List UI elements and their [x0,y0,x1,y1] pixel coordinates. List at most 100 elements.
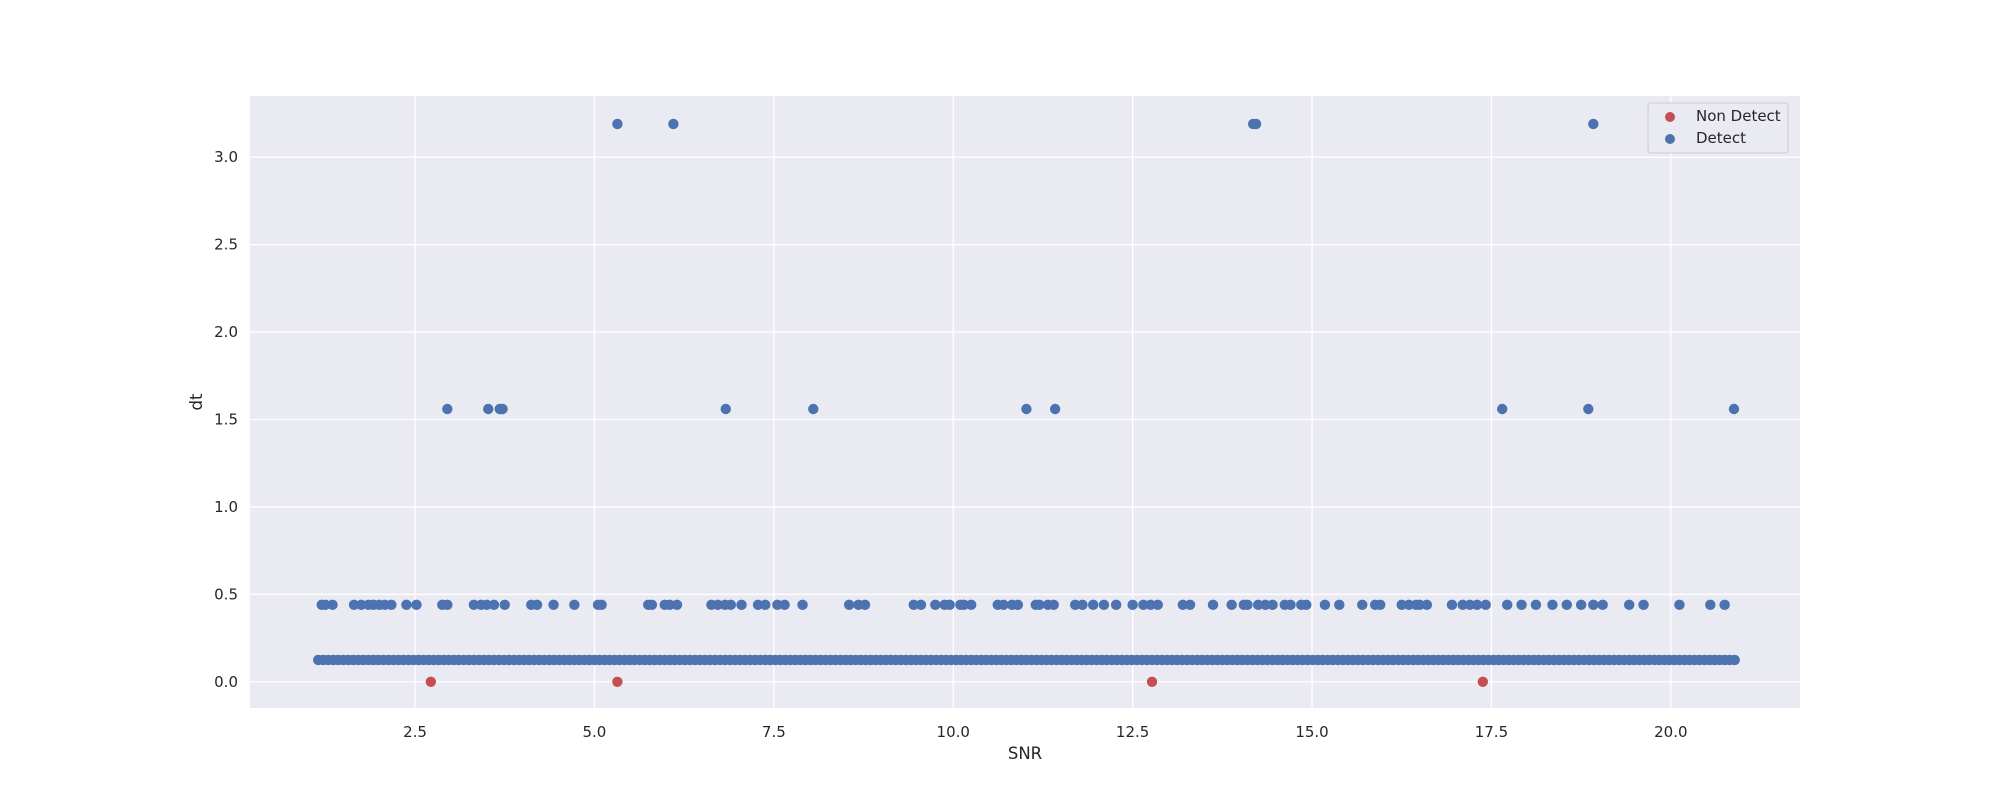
non-detect-point [425,676,437,687]
detect-point [327,599,338,611]
detect-point [1021,403,1032,415]
detect-point [808,403,819,415]
detect-point [1357,599,1368,611]
detect-point [1207,599,1219,611]
detect-point [1049,403,1061,415]
detect-point [1250,118,1262,130]
detect-point [1267,599,1278,611]
detect-point [468,599,480,611]
detect-point [386,599,397,611]
detect-point [797,599,808,611]
detect-point [843,599,855,611]
detect-point [569,599,580,611]
detect-point [1226,599,1237,611]
detect-point [1034,599,1045,611]
y-tick-label: 1.0 [214,498,238,516]
detect-point [668,118,679,130]
x-tick-label: 20.0 [1654,723,1687,741]
detect-point [348,599,360,611]
detect-point [356,599,367,611]
x-tick-label: 10.0 [937,723,970,741]
detect-point [1285,599,1296,611]
detect-point [752,599,764,611]
detect-point [1583,403,1594,415]
detect-point [1516,599,1527,611]
x-axis-label: SNR [1008,744,1042,763]
detect-point [915,599,927,611]
detect-point [1098,599,1110,611]
detect-point [1728,403,1740,415]
x-tick-label: 15.0 [1295,723,1328,741]
x-tick-labels: 2.5 5.0 7.5 10.0 12.5 15.0 17.5 20.0 [403,723,1687,741]
detect-point [1547,599,1558,611]
detect-point [725,599,736,611]
detect-point [596,599,607,611]
detect-point [1588,599,1599,611]
detect-point [1561,599,1572,611]
detect-point [612,118,623,130]
legend-label-detect: Detect [1696,129,1746,147]
plot-background [250,96,1800,708]
legend-marker-non-detect [1665,112,1675,122]
detect-point [664,599,675,611]
detect-point [1375,599,1386,611]
detect-point [1077,599,1088,611]
x-tick-label: 5.0 [583,723,607,741]
detect-point [1301,599,1312,611]
detect-point [499,599,510,611]
detect-point [1588,118,1599,130]
y-axis-label: dt [187,393,206,410]
legend-box [1647,102,1789,154]
detect-point [442,403,453,415]
detect-point [712,599,724,611]
detect-point [1177,599,1189,611]
detect-point [736,599,747,611]
detect-point [481,599,493,611]
detect-point [488,599,500,611]
detect-point [1087,599,1099,611]
detect-point [1624,599,1635,611]
detect-point [1719,599,1730,611]
detect-point [1575,599,1587,611]
detect-point [1729,654,1740,666]
detect-point [1674,599,1685,611]
detect-point [1480,599,1491,611]
detect-point [646,599,658,611]
detect-point [760,599,771,611]
detect-point [998,599,1009,611]
detect-point [1403,599,1415,611]
detect-point [1012,599,1024,611]
detect-point [401,599,412,611]
detect-point [1421,599,1433,611]
detect-point [671,599,683,611]
y-tick-label: 2.0 [214,323,238,341]
grid-lines [250,96,1800,708]
detect-point [1496,403,1508,415]
detect-point [720,403,731,415]
detect-point [320,599,331,611]
detect-point [1457,599,1468,611]
x-tick-label: 7.5 [762,723,786,741]
y-tick-label: 0.0 [214,673,238,691]
detect-point [1396,599,1407,611]
legend-marker-detect [1665,134,1675,144]
detect-point [497,403,508,415]
detect-point [1127,599,1138,611]
detect-point [1152,599,1163,611]
y-tick-label: 1.5 [214,410,238,428]
detect-point [1414,599,1425,611]
x-tick-label: 2.5 [403,723,427,741]
detect-point [1446,599,1458,611]
detect-point [944,599,955,611]
detect-point [1253,599,1264,611]
x-tick-label: 12.5 [1116,723,1149,741]
y-tick-label: 2.5 [214,236,238,254]
detect-point [1705,599,1716,611]
detect-point [779,599,790,611]
detect-point [1184,599,1196,611]
non-detect-point [1146,676,1158,687]
detect-point [1319,599,1331,611]
detect-point [958,599,970,611]
detect-point [1048,599,1059,611]
detect-point [1334,599,1345,611]
